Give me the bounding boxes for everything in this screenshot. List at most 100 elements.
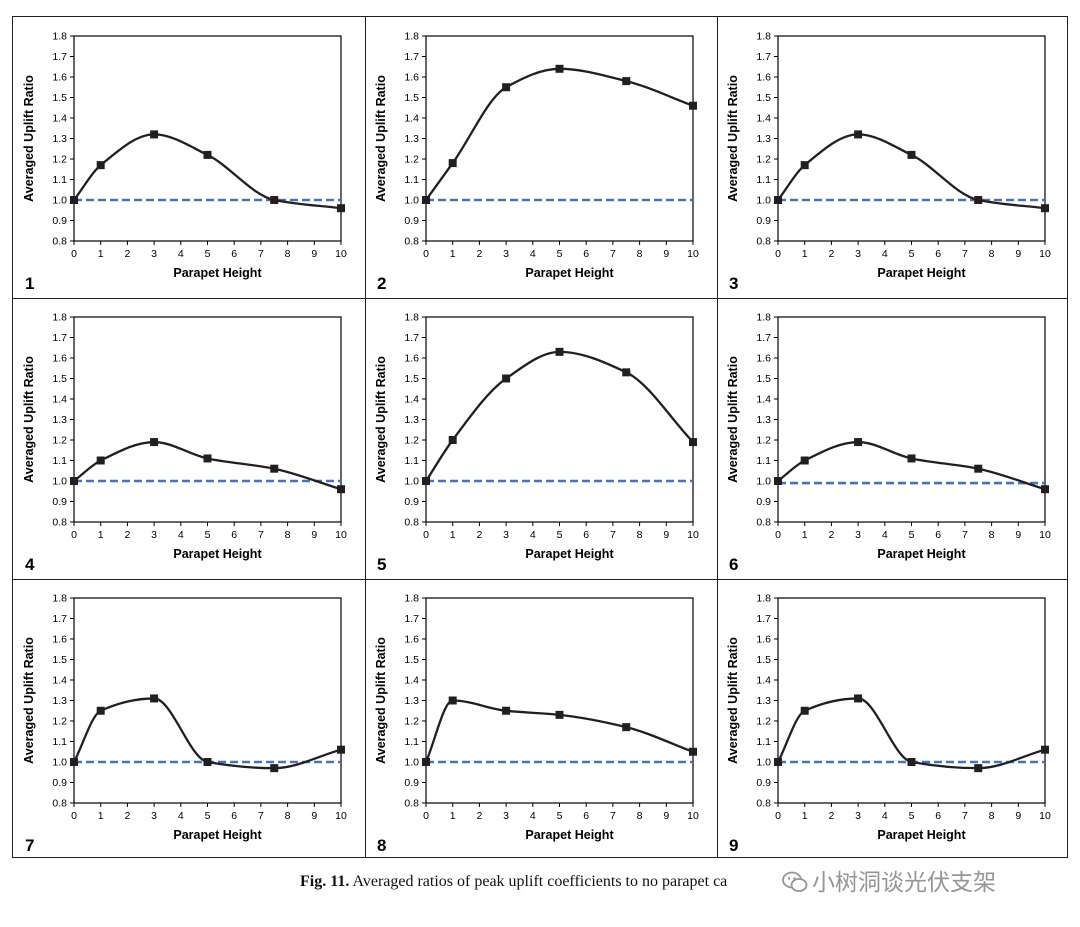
x-tick-label: 8	[285, 810, 291, 822]
x-axis-label: Parapet Height	[525, 547, 614, 561]
y-tick-label: 1.3	[404, 133, 419, 145]
x-tick-label: 6	[935, 248, 941, 260]
y-tick-label: 1.4	[404, 675, 419, 687]
x-tick-label: 10	[1039, 810, 1051, 822]
y-tick-label: 1.1	[756, 455, 771, 467]
chart-panel-7: 0.8 0.9 1.0 1.1 1.2 1.3 1.4 1.5 1.6 1.7 1.8 0 1 2 3 4 5 6…	[13, 579, 365, 859]
x-tick-label: 0	[71, 529, 77, 541]
data-point-marker	[622, 368, 631, 377]
x-tick-label: 3	[503, 248, 509, 260]
data-point-marker	[337, 485, 345, 494]
chart-svg: 0.8 0.9 1.0 1.1 1.2 1.3 1.4 1.5 1.6 1.7 1.8 0 1 2 3 4 5 6…	[22, 31, 347, 294]
data-point-marker	[203, 758, 212, 766]
panel-number: 1	[25, 274, 34, 293]
data-point-marker	[150, 438, 159, 447]
x-tick-label: 0	[775, 810, 781, 822]
x-tick-label: 5	[909, 810, 915, 822]
x-tick-label: 4	[530, 810, 536, 822]
x-tick-label: 6	[583, 529, 589, 541]
y-tick-label: 1.8	[404, 312, 419, 324]
plot-area-frame	[425, 597, 694, 804]
x-tick-label: 2	[476, 248, 482, 260]
x-tick-label: 9	[663, 248, 669, 260]
x-tick-label: 4	[882, 810, 888, 822]
x-tick-label: 9	[311, 248, 317, 260]
panel-divider-horizontal	[13, 298, 1067, 299]
x-tick-label: 4	[178, 529, 184, 541]
data-point-marker	[502, 83, 511, 92]
data-point-marker	[96, 706, 105, 715]
data-point-marker	[270, 464, 279, 473]
y-tick-label: 0.9	[52, 496, 67, 508]
chart-panel-2: 0.8 0.9 1.0 1.1 1.2 1.3 1.4 1.5 1.6 1.7 1.8 0 1 2 3 4 5 6…	[365, 17, 717, 298]
x-tick-label: 7	[258, 529, 264, 541]
y-tick-label: 1.1	[52, 455, 67, 467]
x-tick-label: 3	[503, 529, 509, 541]
data-point-marker	[337, 745, 345, 754]
data-point-marker	[502, 706, 511, 715]
y-tick-label: 1.2	[52, 716, 67, 728]
y-tick-label: 1.5	[756, 373, 771, 385]
x-tick-label: 4	[178, 810, 184, 822]
y-tick-label: 1.4	[756, 675, 771, 687]
data-point-marker	[974, 464, 983, 473]
y-tick-label: 1.1	[52, 174, 67, 186]
data-point-marker	[907, 758, 916, 766]
x-tick-label: 4	[178, 248, 184, 260]
panel-number: 4	[25, 555, 35, 574]
y-tick-label: 0.9	[404, 496, 419, 508]
y-tick-label: 1.8	[404, 593, 419, 605]
y-tick-label: 1.0	[756, 476, 771, 488]
x-tick-label: 8	[989, 529, 995, 541]
y-tick-label: 1.1	[52, 736, 67, 748]
y-tick-label: 1.5	[404, 654, 419, 666]
x-tick-label: 6	[231, 810, 237, 822]
y-tick-label: 1.6	[52, 634, 67, 646]
y-tick-label: 1.4	[756, 113, 771, 125]
x-tick-label: 9	[663, 810, 669, 822]
chart-panel-3: 0.8 0.9 1.0 1.1 1.2 1.3 1.4 1.5 1.6 1.7 1.8 0 1 2 3 4 5 6…	[717, 17, 1069, 298]
x-tick-label: 8	[637, 529, 643, 541]
y-tick-label: 0.8	[756, 798, 771, 810]
data-point-marker	[1041, 204, 1049, 213]
data-point-marker	[974, 764, 983, 773]
chart-svg: 0.8 0.9 1.0 1.1 1.2 1.3 1.4 1.5 1.6 1.7 1.8 0 1 2 3 4 5 6…	[726, 312, 1051, 575]
x-tick-label: 7	[610, 529, 616, 541]
y-axis-label: Averaged Uplift Ratio	[22, 356, 36, 483]
watermark-text: 小树洞谈光伏支架	[812, 870, 996, 896]
x-tick-label: 0	[423, 810, 429, 822]
panel-number: 2	[377, 274, 386, 293]
y-tick-label: 1.0	[52, 757, 67, 769]
y-tick-label: 1.5	[404, 92, 419, 104]
data-point-marker	[70, 758, 78, 766]
data-point-marker	[974, 196, 983, 204]
y-tick-label: 1.7	[756, 613, 771, 625]
data-point-marker	[854, 694, 863, 703]
x-tick-label: 2	[124, 529, 130, 541]
y-tick-label: 1.1	[404, 174, 419, 186]
data-point-marker	[203, 150, 212, 159]
figure-caption: Fig. 11. Averaged ratios of peak uplift …	[300, 873, 727, 891]
y-tick-label: 1.5	[52, 373, 67, 385]
y-tick-label: 0.8	[404, 236, 419, 248]
data-point-marker	[689, 101, 697, 110]
x-tick-label: 5	[205, 810, 211, 822]
x-tick-label: 8	[285, 248, 291, 260]
y-tick-label: 1.7	[756, 332, 771, 344]
x-tick-label: 3	[151, 248, 157, 260]
chart-panel-1: 0.8 0.9 1.0 1.1 1.2 1.3 1.4 1.5 1.6 1.7 1.8 0 1 2 3 4 5 6…	[13, 17, 365, 298]
y-tick-label: 1.0	[52, 476, 67, 488]
panel-divider-vertical	[717, 17, 718, 857]
y-tick-label: 1.6	[756, 634, 771, 646]
chart-svg: 0.8 0.9 1.0 1.1 1.2 1.3 1.4 1.5 1.6 1.7 1.8 0 1 2 3 4 5 6…	[374, 593, 699, 856]
y-tick-label: 1.7	[52, 332, 67, 344]
x-tick-label: 3	[855, 810, 861, 822]
chart-svg: 0.8 0.9 1.0 1.1 1.2 1.3 1.4 1.5 1.6 1.7 1.8 0 1 2 3 4 5 6…	[22, 312, 347, 575]
data-point-marker	[96, 161, 105, 170]
x-axis-label: Parapet Height	[173, 266, 262, 280]
y-tick-label: 0.9	[404, 215, 419, 227]
y-tick-label: 1.2	[756, 435, 771, 447]
y-axis-label: Averaged Uplift Ratio	[726, 637, 740, 764]
data-point-marker	[774, 758, 782, 766]
y-tick-label: 1.7	[52, 613, 67, 625]
